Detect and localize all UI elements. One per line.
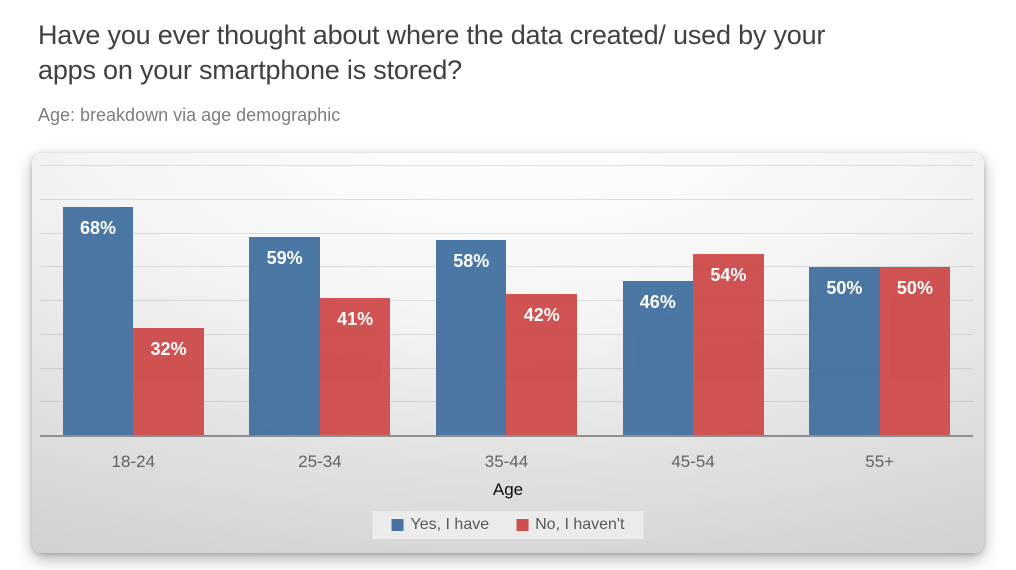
category-label: 25-34	[298, 452, 342, 471]
chart-container: 68% 32% 59% 41% 58% 42% 46% 54% 50% 50% 18-24 25-3…	[32, 153, 984, 553]
category-label: 55+	[865, 452, 895, 471]
bar-value-label: 58%	[453, 251, 490, 272]
bar-value-label: 54%	[710, 264, 747, 285]
bar-group-18-24: 68% 32%	[40, 166, 227, 436]
legend-swatch	[391, 519, 404, 531]
bar-value-label: 42%	[523, 305, 560, 326]
plot-area: 68% 32% 59% 41% 58% 42% 46% 54% 50% 50%	[40, 165, 973, 437]
bar-group-45-54: 46% 54%	[600, 166, 787, 436]
legend: Yes, I have No, I haven't	[372, 511, 644, 539]
bar: 32%	[133, 328, 204, 436]
bar: 50%	[809, 267, 880, 436]
legend-swatch	[516, 519, 529, 531]
page-title: Have you ever thought about where the da…	[38, 18, 986, 88]
bar-value-label: 59%	[266, 247, 303, 268]
bar: 46%	[622, 280, 694, 436]
gridline	[40, 165, 973, 166]
legend-label: Yes, I have	[410, 516, 490, 533]
page-subtitle: Age: breakdown via age demographic	[38, 105, 341, 125]
page: Have you ever thought about where the da…	[0, 18, 1016, 553]
bar: 59%	[249, 236, 320, 436]
bar: 54%	[693, 253, 764, 436]
legend-item: Yes, I have	[391, 516, 490, 534]
bar: 41%	[319, 297, 391, 436]
bar-value-label: 46%	[639, 291, 676, 312]
legend-item: No, I haven't	[516, 516, 624, 534]
category-label: 18-24	[111, 452, 156, 471]
bar-value-label: 50%	[896, 278, 933, 299]
bar-value-label: 50%	[826, 278, 863, 299]
gridline	[40, 198, 973, 200]
bar-group-25-34: 59% 41%	[227, 166, 414, 436]
bar-groups: 68% 32% 59% 41% 58% 42% 46% 54% 50% 50%	[40, 166, 973, 436]
page-title-line-1: Have you ever thought about where the da…	[38, 20, 826, 50]
bar-value-label: 68%	[80, 217, 117, 238]
bar: 50%	[879, 267, 951, 436]
x-axis-category-labels: 18-24 25-34 35-44 45-54 55+	[40, 452, 973, 472]
bar-group-55+: 50% 50%	[786, 166, 973, 436]
gridline	[40, 232, 973, 234]
legend-label: No, I haven't	[535, 516, 625, 533]
category-label: 35-44	[484, 452, 529, 471]
bar-group-35-44: 58% 42%	[413, 166, 600, 436]
bar: 58%	[435, 240, 507, 436]
x-axis-line	[40, 435, 973, 437]
bar: 68%	[62, 206, 134, 436]
bar-value-label: 32%	[150, 339, 187, 359]
category-label: 45-54	[671, 452, 715, 471]
gridline	[40, 266, 973, 268]
bar: 42%	[506, 294, 578, 436]
x-axis-title: Age	[492, 480, 524, 499]
page-title-line-2: apps on your smartphone is stored?	[38, 55, 462, 85]
bar-value-label: 41%	[337, 308, 374, 329]
